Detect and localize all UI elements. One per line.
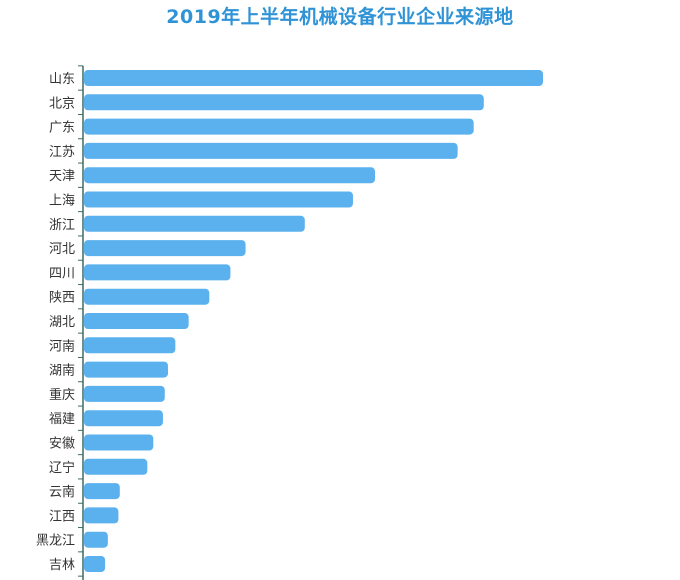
bar <box>84 458 148 475</box>
bar <box>84 191 353 208</box>
category-label: 云南 <box>49 484 75 500</box>
category-label: 四川 <box>49 266 75 281</box>
bar <box>84 531 108 548</box>
category-labels: 山东北京广东江苏天津上海浙江河北四川陕西湖北河南湖南重庆福建安徽辽宁云南江西黑龙… <box>36 72 75 573</box>
category-label: 河北 <box>49 242 75 257</box>
bar <box>84 94 484 111</box>
category-label: 天津 <box>49 169 75 184</box>
category-label: 河南 <box>49 338 75 354</box>
bar <box>84 288 210 305</box>
category-label: 上海 <box>49 194 75 209</box>
bar <box>84 215 305 232</box>
category-label: 浙江 <box>49 218 75 233</box>
category-label: 湖北 <box>49 315 75 330</box>
category-label: 湖南 <box>49 363 75 379</box>
category-label: 山东 <box>49 72 75 87</box>
bar <box>84 556 106 572</box>
bar <box>84 70 543 86</box>
bar <box>84 434 154 451</box>
category-label: 北京 <box>49 96 75 111</box>
bar <box>84 410 163 427</box>
category-label: 福建 <box>49 412 75 427</box>
chart-title: 2019年上半年机械设备行业企业来源地 <box>166 6 514 28</box>
y-axis <box>78 65 84 580</box>
bar <box>84 313 189 329</box>
bar <box>84 240 246 257</box>
bar <box>84 337 176 354</box>
bar <box>84 118 474 135</box>
bar <box>84 483 120 500</box>
category-label: 重庆 <box>49 387 75 403</box>
bar <box>84 507 119 524</box>
category-label: 黑龙江 <box>36 534 75 549</box>
category-label: 吉林 <box>49 558 75 573</box>
bar <box>84 264 231 281</box>
bar <box>84 361 168 378</box>
bar-series <box>84 70 543 572</box>
category-label: 广东 <box>49 121 75 136</box>
bar <box>84 167 376 184</box>
category-label: 江苏 <box>49 144 75 160</box>
bar <box>84 385 165 402</box>
category-label: 江西 <box>49 509 75 524</box>
category-label: 陕西 <box>49 291 75 306</box>
category-label: 安徽 <box>49 437 75 452</box>
bar <box>84 142 458 159</box>
category-label: 辽宁 <box>49 460 75 476</box>
